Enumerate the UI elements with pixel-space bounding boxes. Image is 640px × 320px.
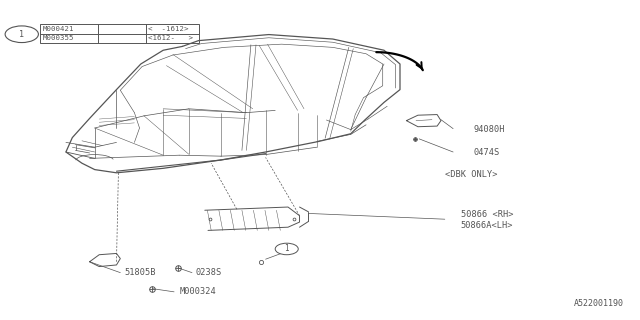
Text: A522001190: A522001190 bbox=[574, 299, 624, 308]
Text: 50866A<LH>: 50866A<LH> bbox=[461, 221, 513, 230]
Text: 1: 1 bbox=[19, 30, 24, 39]
Bar bbox=[40, 24, 199, 43]
Text: 94080H: 94080H bbox=[474, 125, 505, 134]
Text: 50866 <RH>: 50866 <RH> bbox=[461, 210, 513, 219]
Text: M000355: M000355 bbox=[43, 35, 74, 41]
Text: M000324: M000324 bbox=[179, 287, 216, 296]
Text: <1612-   >: <1612- > bbox=[148, 35, 193, 41]
Text: M000421: M000421 bbox=[43, 26, 74, 32]
Text: <DBK ONLY>: <DBK ONLY> bbox=[445, 170, 497, 179]
Text: 0238S: 0238S bbox=[195, 268, 221, 277]
Text: 1: 1 bbox=[284, 244, 289, 253]
Text: <  -1612>: < -1612> bbox=[148, 26, 189, 32]
Text: 51805B: 51805B bbox=[125, 268, 156, 277]
Text: 0474S: 0474S bbox=[474, 148, 500, 156]
